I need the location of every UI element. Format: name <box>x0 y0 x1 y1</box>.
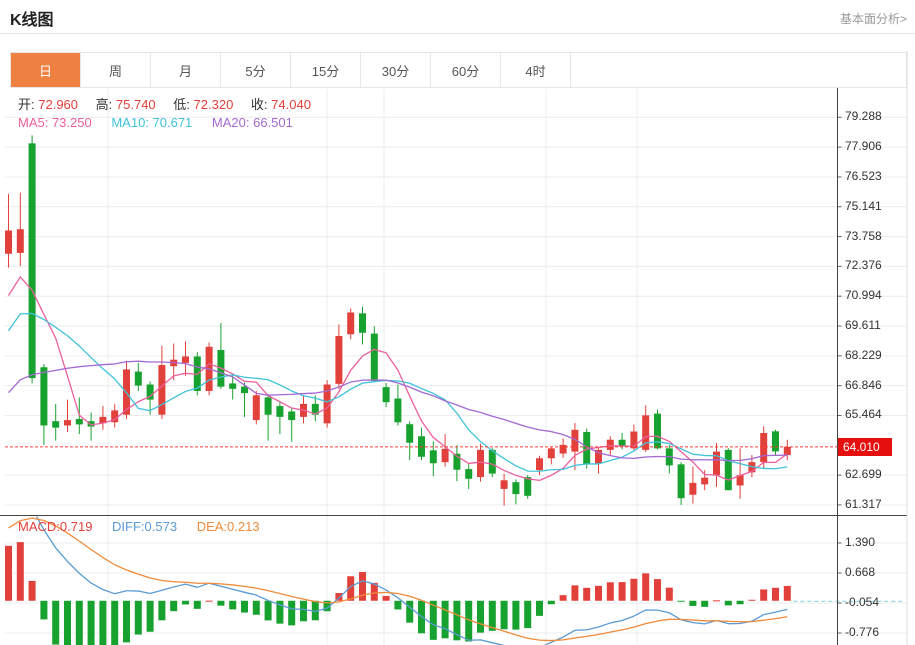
tab-30min[interactable]: 30分 <box>361 53 431 87</box>
price-tick-label: 75.141 <box>845 198 882 213</box>
price-tick-label: 61.317 <box>845 496 882 511</box>
open-value: 72.960 <box>38 97 79 112</box>
tab-4hour[interactable]: 4时 <box>501 53 571 87</box>
fundamental-analysis-link[interactable]: 基本面分析> <box>839 12 907 26</box>
ma5-value: MA5: 73.250 <box>18 115 92 130</box>
price-tick-label: 77.906 <box>845 139 882 154</box>
close-label: 收: <box>250 97 268 112</box>
high-value: 75.740 <box>115 97 156 112</box>
close-value: 74.040 <box>271 97 311 112</box>
tab-5min[interactable]: 5分 <box>221 53 291 87</box>
ma10-value: MA10: 70.671 <box>111 115 193 130</box>
high-label: 高: <box>95 97 113 112</box>
price-tick-label: 68.229 <box>845 347 882 362</box>
panel-header: K线图 基本面分析> <box>0 0 915 34</box>
price-tick-label: 65.464 <box>845 407 882 422</box>
price-tick-label: 66.846 <box>845 377 882 392</box>
price-tick-label: 79.288 <box>845 109 882 124</box>
low-value: 72.320 <box>193 97 234 112</box>
price-tick-label: 70.994 <box>845 288 882 303</box>
tab-month[interactable]: 月 <box>151 53 221 87</box>
macd-value: MACD:0.719 <box>18 519 93 534</box>
dea-value: DEA:0.213 <box>196 519 260 534</box>
price-tick-label: 62.699 <box>845 467 882 482</box>
tab-60min[interactable]: 60分 <box>431 53 501 87</box>
price-tick-label: 69.611 <box>845 318 881 333</box>
tab-15min[interactable]: 15分 <box>291 53 361 87</box>
ma20-value: MA20: 66.501 <box>211 115 293 130</box>
price-tick-label: 72.376 <box>845 258 882 273</box>
ohlc-readout: 开: 72.960 高: 75.740 低: 72.320 收: 74.040 <box>18 94 325 113</box>
tab-week[interactable]: 周 <box>81 53 151 87</box>
macd-readout: MACD:0.719 DIFF:0.573 DEA:0.213 <box>18 519 260 534</box>
interval-tabbar: 日 周 月 5分 15分 30分 60分 4时 <box>10 52 907 88</box>
diff-value: DIFF:0.573 <box>112 519 178 534</box>
low-label: 低: <box>173 97 190 112</box>
price-tick-label: 76.523 <box>845 168 882 183</box>
page-title: K线图 <box>10 12 54 29</box>
macd-tick-label: -0.776 <box>845 624 880 639</box>
open-label: 开: <box>18 97 35 112</box>
current-price-badge: 64.010 <box>838 438 892 456</box>
macd-tick-label: -0.054 <box>845 595 880 609</box>
macd-tick-label: 0.668 <box>845 565 876 579</box>
ma-readout: MA5: 73.250 MA10: 70.671 MA20: 66.501 <box>18 115 293 130</box>
tab-day[interactable]: 日 <box>11 53 81 87</box>
price-tick-label: 73.758 <box>845 228 882 243</box>
macd-tick-label: 1.390 <box>845 535 876 549</box>
